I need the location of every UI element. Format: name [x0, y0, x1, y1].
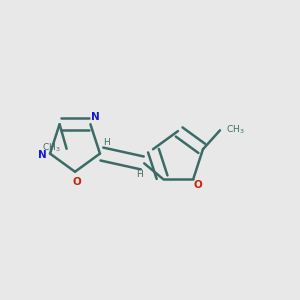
Text: CH$_3$: CH$_3$	[42, 142, 61, 154]
Text: N: N	[38, 151, 46, 160]
Text: H: H	[136, 170, 142, 179]
Text: O: O	[194, 180, 202, 190]
Text: N: N	[91, 112, 100, 122]
Text: CH$_3$: CH$_3$	[226, 123, 244, 136]
Text: H: H	[103, 138, 110, 147]
Text: O: O	[72, 177, 81, 187]
